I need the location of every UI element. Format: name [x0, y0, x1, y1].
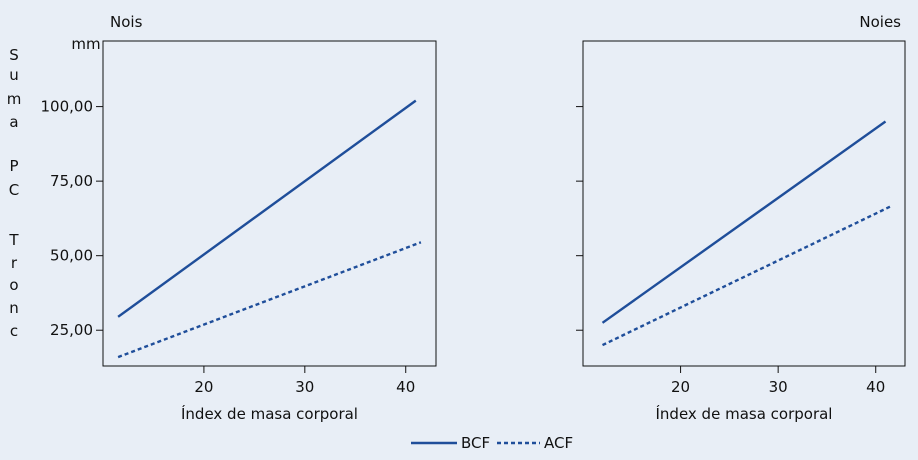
panel-1-series-bcf-line [117, 99, 417, 318]
panel-1-series-acf-line [117, 241, 422, 359]
panel-2-x-tick-label: 20 [671, 378, 690, 396]
panel-1-x-tick-label: 20 [194, 378, 213, 396]
panel-1-x-tick-label: 40 [396, 378, 415, 396]
panel-1-x-axis-label: Índex de masa corporal [181, 404, 358, 423]
y-unit-label: mm [71, 35, 100, 53]
panel-1-y-tick-label: 100,00 [41, 98, 94, 116]
panel-2-title: Noies [859, 13, 901, 31]
y-axis-label-letter: C [9, 181, 19, 199]
panel-2-plot-frame [582, 40, 906, 367]
panel-1-y-tick-label: 25,00 [50, 321, 93, 339]
y-axis-label-letter: c [10, 322, 18, 340]
panel-1-y-tick-label: 50,00 [50, 247, 93, 265]
y-axis-label-letter: m [7, 90, 22, 108]
y-axis-label-letter: r [11, 254, 18, 272]
y-axis-label-letter: n [9, 299, 19, 317]
panel-2-series-acf-line [601, 205, 891, 347]
legend-label-acf: ACF [544, 434, 573, 452]
panel-1-plot-frame [102, 40, 437, 367]
y-axis-label-letter: a [9, 113, 18, 131]
panel-2-x-axis-label: Índex de masa corporal [656, 404, 833, 423]
y-axis-label-letter: o [9, 276, 18, 294]
panel-2-x-tick-label: 40 [866, 378, 885, 396]
panel-2-series-bcf-line [601, 120, 887, 324]
panel-2-x-tick-label: 30 [769, 378, 788, 396]
legend-label-bcf: BCF [461, 434, 490, 452]
y-axis-label-letter: S [9, 46, 19, 64]
y-axis-label-letter: P [9, 157, 18, 175]
y-axis-label-letter: T [8, 231, 19, 249]
panel-1-y-tick-label: 75,00 [50, 172, 93, 190]
y-axis-label-letter: u [9, 66, 19, 84]
panel-1-x-tick-label: 30 [295, 378, 314, 396]
panel-1-title: Nois [110, 13, 143, 31]
